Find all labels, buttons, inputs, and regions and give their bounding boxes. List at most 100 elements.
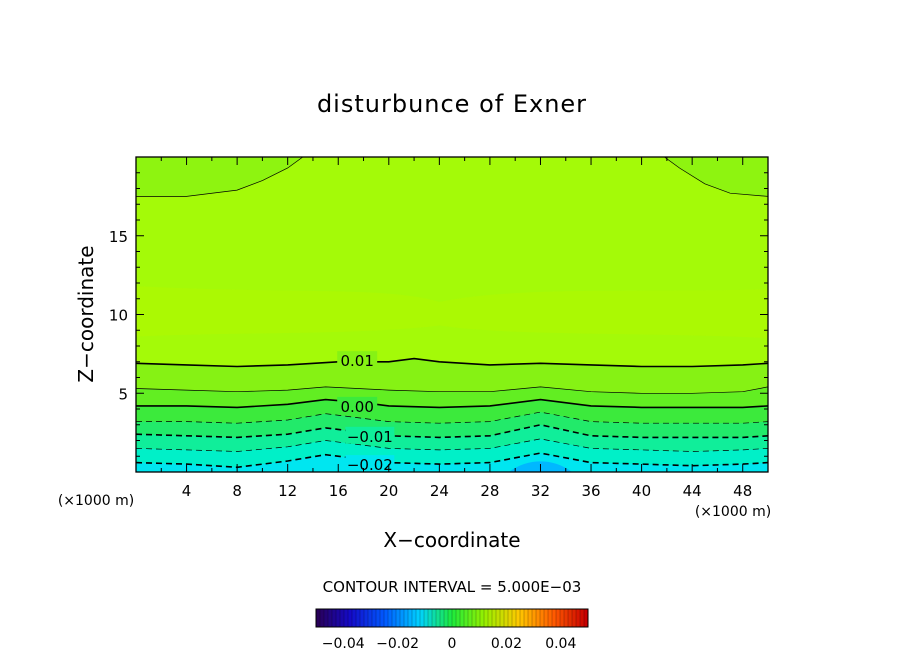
colorbar-swatch bbox=[472, 609, 477, 627]
colorbar-swatch bbox=[456, 609, 461, 627]
contour-label-bg bbox=[345, 455, 395, 472]
colorbar-swatch bbox=[368, 609, 373, 627]
x-tick-labels: 4 8 12 16 20 24 28 32 36 40 44 48 bbox=[182, 482, 752, 500]
colorbar-swatch bbox=[480, 609, 485, 627]
colorbar-swatch bbox=[572, 609, 577, 627]
colorbar-tick-label: 0 bbox=[448, 636, 457, 652]
x-tick-label: 20 bbox=[379, 482, 398, 500]
fill-band--0.02 bbox=[136, 453, 768, 472]
colorbar-swatch bbox=[324, 609, 329, 627]
colorbar-swatch bbox=[400, 609, 405, 627]
colorbar-swatch bbox=[488, 609, 493, 627]
colorbar-swatch bbox=[388, 609, 393, 627]
colorbar-swatch bbox=[440, 609, 445, 627]
colorbar-swatch bbox=[460, 609, 465, 627]
colorbar-swatch bbox=[540, 609, 545, 627]
y-tick-label: 15 bbox=[109, 228, 128, 246]
y-tick-label: 10 bbox=[109, 307, 128, 325]
colorbar-swatch bbox=[528, 609, 533, 627]
colorbar-swatch bbox=[404, 609, 409, 627]
plot-area: 0.01 0.00 −0.01 −0.02 bbox=[135, 156, 769, 473]
contour-line bbox=[136, 157, 304, 197]
colorbar-swatch bbox=[500, 609, 505, 627]
colorbar-swatch bbox=[384, 609, 389, 627]
x-tick-label: 44 bbox=[683, 482, 702, 500]
chart-title: disturbunce of Exner bbox=[317, 90, 587, 118]
colorbar-swatch bbox=[340, 609, 345, 627]
contour-interval-text: CONTOUR INTERVAL = 5.000E−03 bbox=[323, 578, 582, 596]
colorbar-swatch bbox=[508, 609, 513, 627]
colorbar-swatch bbox=[544, 609, 549, 627]
y-tick-label: 5 bbox=[118, 385, 128, 403]
colorbar-swatch bbox=[408, 609, 413, 627]
colorbar-swatch bbox=[380, 609, 385, 627]
colorbar-swatch bbox=[376, 609, 381, 627]
colorbar-swatch bbox=[364, 609, 369, 627]
y-tick-labels: 5 10 15 bbox=[109, 228, 128, 404]
colorbar-swatch bbox=[424, 609, 429, 627]
colorbar-swatch bbox=[584, 609, 589, 627]
colorbar-swatch bbox=[516, 609, 521, 627]
colorbar-swatch bbox=[524, 609, 529, 627]
colorbar-swatch bbox=[496, 609, 501, 627]
colorbar-frame bbox=[315, 608, 589, 628]
colorbar-swatch bbox=[416, 609, 421, 627]
colorbar-tick-label: −0.04 bbox=[322, 636, 365, 652]
colorbar-tick-labels: −0.04 −0.02 0 0.02 0.04 bbox=[322, 636, 577, 652]
colorbar-swatch bbox=[536, 609, 541, 627]
contour-line bbox=[136, 423, 768, 439]
colorbar-swatch bbox=[316, 609, 321, 627]
colorbar-swatch bbox=[464, 609, 469, 627]
colorbar-tick-label: 0.02 bbox=[491, 636, 522, 652]
colorbar-swatch bbox=[552, 609, 557, 627]
x-tick-label: 4 bbox=[182, 482, 192, 500]
colorbar-swatch bbox=[432, 609, 437, 627]
fill-mid-patch bbox=[136, 286, 768, 339]
x-tick-label: 12 bbox=[278, 482, 297, 500]
colorbar-swatch bbox=[444, 609, 449, 627]
contour-line bbox=[664, 157, 768, 197]
colorbar-swatch bbox=[560, 609, 565, 627]
fill-band-upper bbox=[664, 157, 768, 197]
colorbar-swatch bbox=[520, 609, 525, 627]
colorbar-swatch bbox=[428, 609, 433, 627]
contour-label: −0.01 bbox=[347, 428, 393, 446]
colorbar-swatch bbox=[512, 609, 517, 627]
colorbar-swatch bbox=[476, 609, 481, 627]
x-unit-left: (×1000 m) bbox=[58, 493, 134, 509]
colorbar-swatch bbox=[484, 609, 489, 627]
colorbar-swatch bbox=[548, 609, 553, 627]
y-axis-label: Z−coordinate bbox=[74, 245, 98, 382]
contour-line bbox=[136, 438, 768, 452]
colorbar-swatch bbox=[420, 609, 425, 627]
colorbar-swatch bbox=[392, 609, 397, 627]
contour-label-bg bbox=[337, 351, 378, 369]
colorbar-swatch bbox=[344, 609, 349, 627]
contour-line bbox=[136, 398, 768, 409]
colorbar-swatch bbox=[556, 609, 561, 627]
x-tick-label: 32 bbox=[531, 482, 550, 500]
fill-band-upper bbox=[136, 157, 303, 197]
colorbar-swatch bbox=[352, 609, 357, 627]
colorbar-swatch bbox=[448, 609, 453, 627]
contour-line bbox=[136, 357, 768, 368]
x-tick-label: 40 bbox=[632, 482, 651, 500]
colorbar-swatch bbox=[576, 609, 581, 627]
colorbar-swatch bbox=[320, 609, 325, 627]
x-tick-label: 28 bbox=[480, 482, 499, 500]
x-axis-label: X−coordinate bbox=[383, 528, 520, 552]
colorbar-swatch bbox=[568, 609, 573, 627]
contour-label: 0.01 bbox=[340, 352, 373, 370]
colorbar-swatch bbox=[452, 609, 457, 627]
colorbar-tick-label: −0.02 bbox=[376, 636, 419, 652]
colorbar-swatch bbox=[580, 609, 585, 627]
colorbar-swatch bbox=[332, 609, 337, 627]
x-tick-label: 48 bbox=[733, 482, 752, 500]
contour-label: 0.00 bbox=[340, 398, 373, 416]
colorbar-swatch bbox=[348, 609, 353, 627]
colorbar-swatch bbox=[328, 609, 333, 627]
x-tick-label: 8 bbox=[232, 482, 242, 500]
colorbar-swatch bbox=[372, 609, 377, 627]
colorbar-swatch bbox=[468, 609, 473, 627]
